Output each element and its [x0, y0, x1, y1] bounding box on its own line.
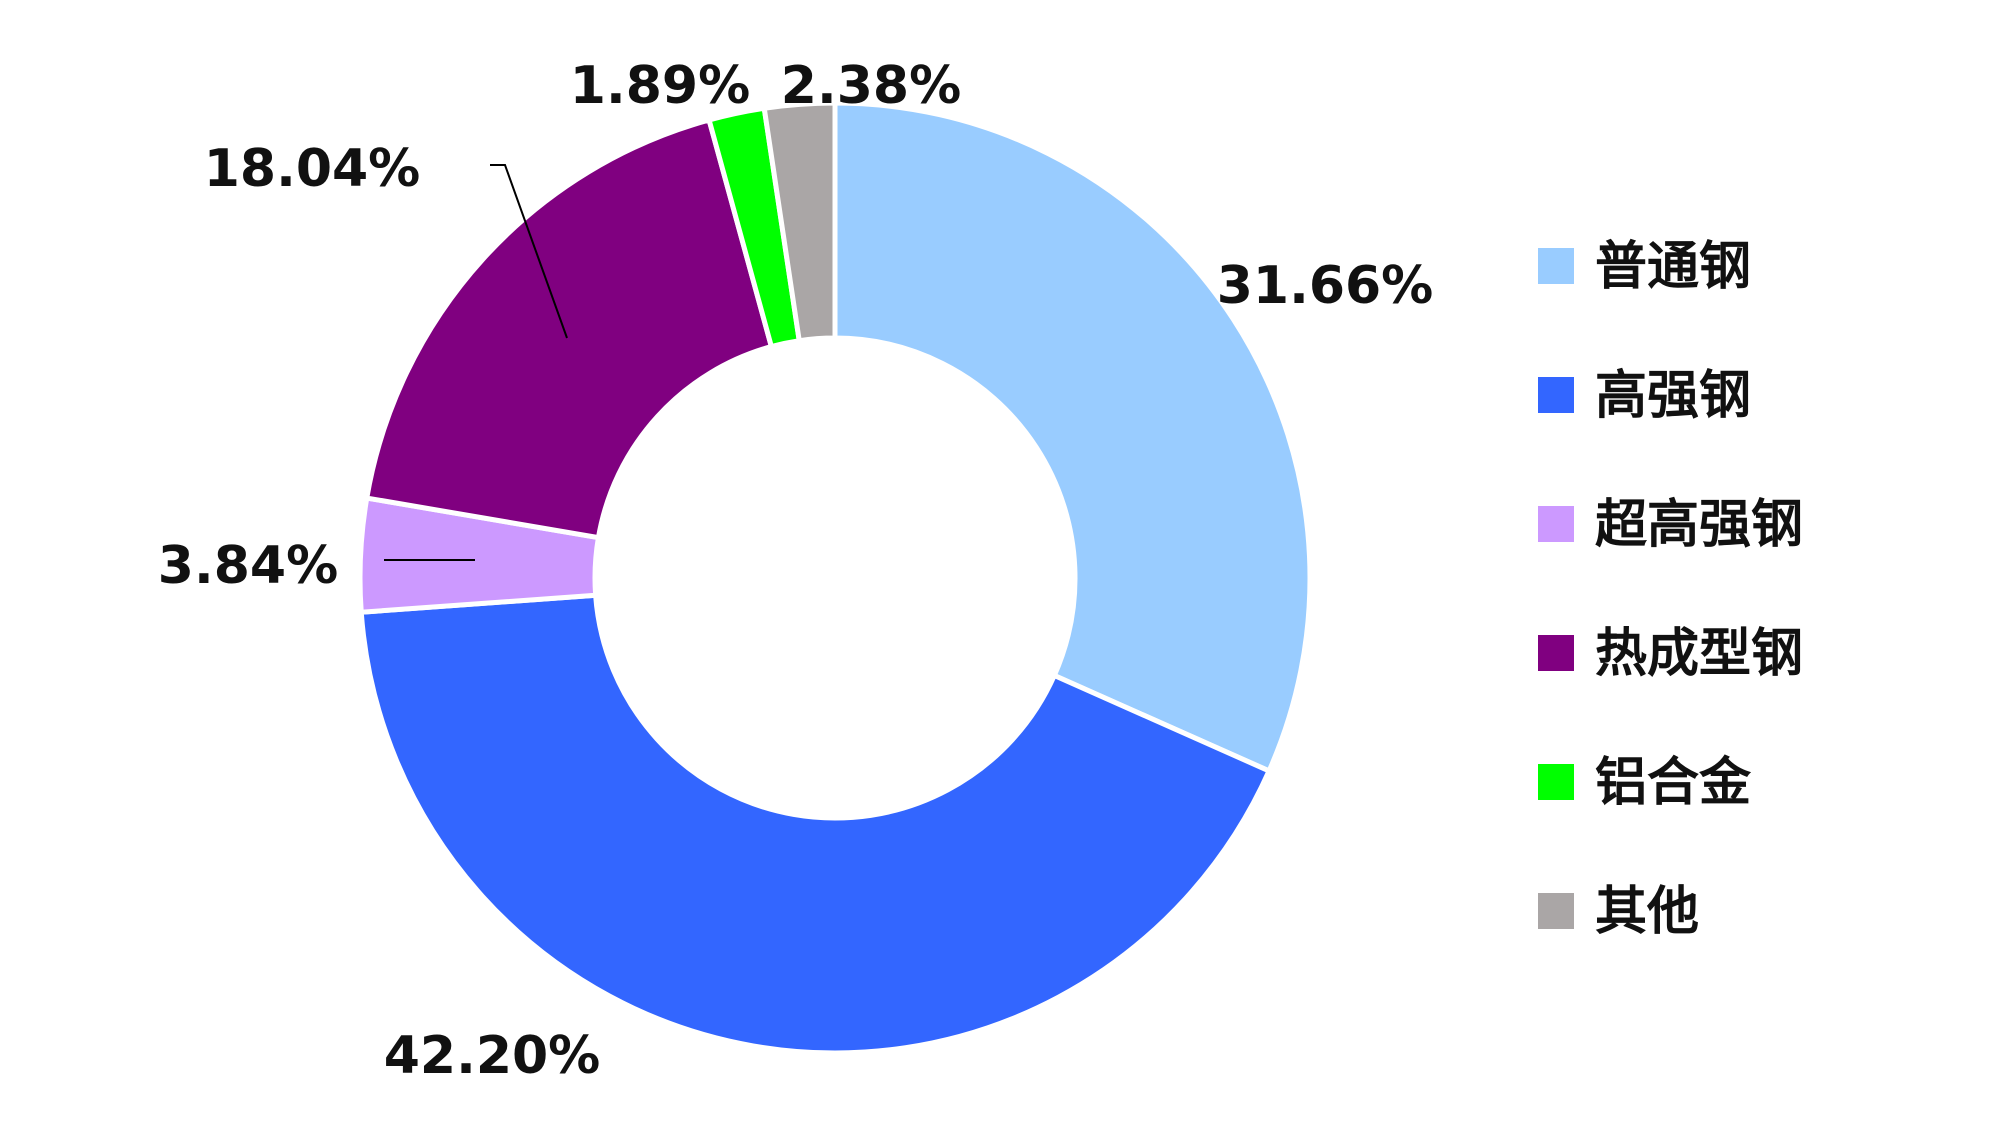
legend-swatch-3	[1538, 506, 1574, 542]
legend-label-2: 高强钢	[1595, 366, 1751, 426]
donut-slices	[357, 100, 1313, 1056]
legend-label-5: 铝合金	[1595, 753, 1752, 813]
data-labels: 31.66% 42.20% 3.84% 18.04% 1.89% 2.38%	[158, 56, 1434, 1086]
legend-swatch-1	[1538, 248, 1574, 284]
legend-swatch-2	[1538, 377, 1574, 413]
data-label-6: 2.38%	[781, 56, 961, 116]
legend-swatch-4	[1538, 635, 1574, 671]
legend-swatch-6	[1538, 893, 1574, 929]
leader-line-4	[490, 164, 568, 339]
legend-label-4: 热成型钢	[1595, 624, 1803, 684]
slice-2	[358, 592, 1273, 1056]
leader-lines	[384, 164, 568, 561]
data-label-3: 3.84%	[158, 536, 338, 596]
data-label-4: 18.04%	[204, 139, 421, 199]
slice-6	[761, 100, 838, 344]
slice-1	[832, 100, 1313, 775]
data-label-5: 1.89%	[570, 56, 750, 116]
data-label-1: 31.66%	[1217, 256, 1434, 316]
data-label-2: 42.20%	[384, 1026, 601, 1086]
legend-label-1: 普通钢	[1595, 237, 1751, 297]
slice-4	[363, 116, 775, 541]
legend-label-3: 超高强钢	[1595, 495, 1803, 555]
legend-label-6: 其他	[1595, 882, 1699, 942]
legend-swatch-5	[1538, 764, 1574, 800]
